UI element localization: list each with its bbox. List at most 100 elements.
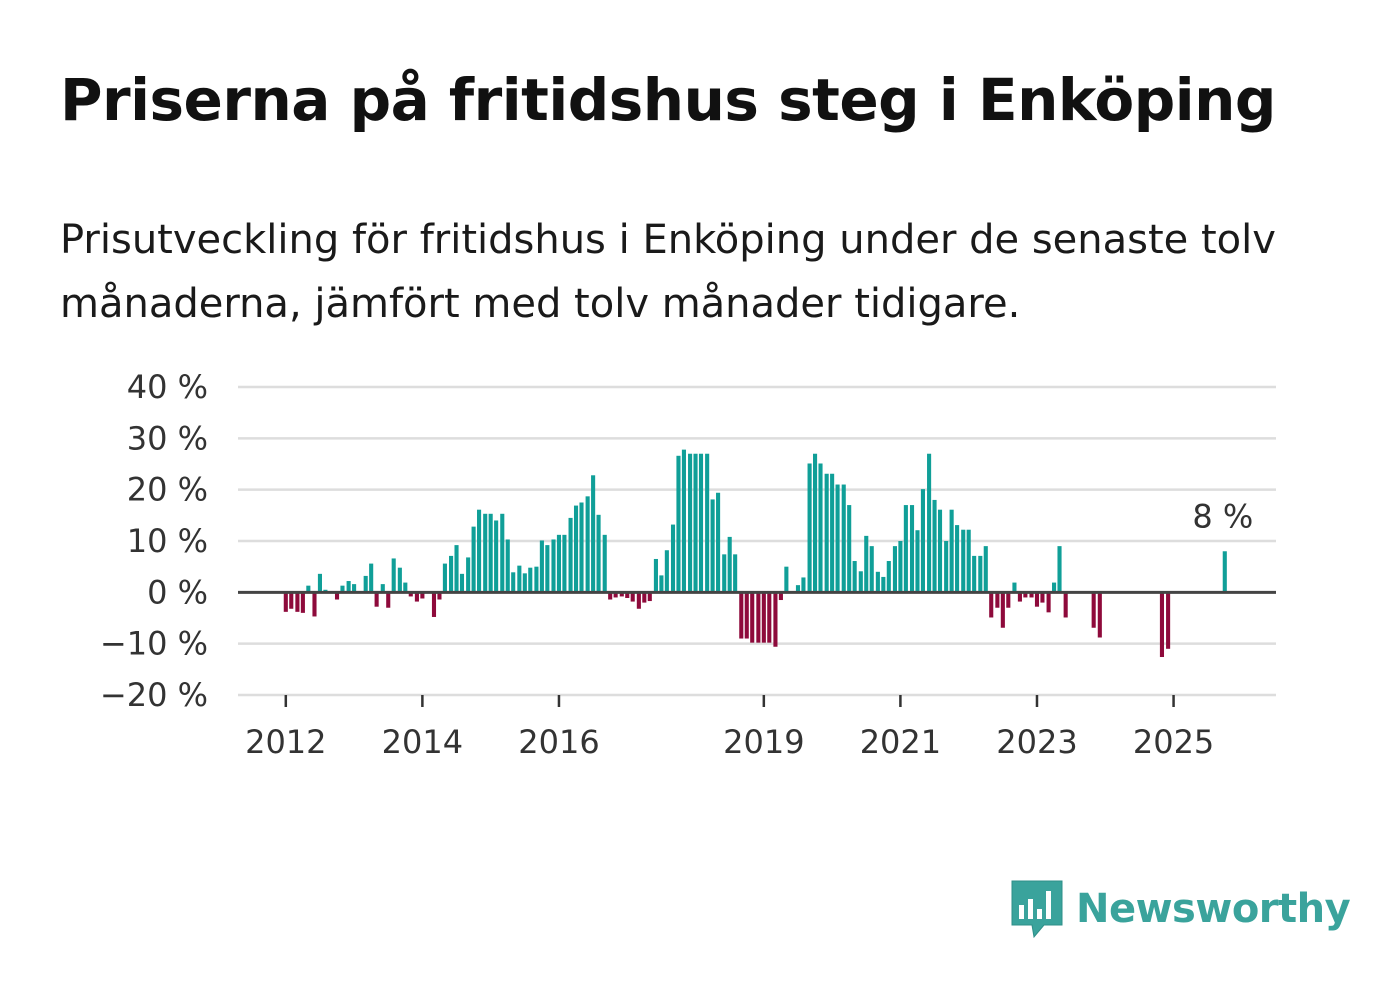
bar <box>346 581 351 593</box>
bar <box>511 572 516 593</box>
bar <box>573 505 579 593</box>
bar <box>505 539 510 593</box>
bar <box>369 563 374 593</box>
bar <box>670 524 676 593</box>
x-tick-label: 2023 <box>996 723 1077 761</box>
bar <box>739 592 744 639</box>
bar <box>841 484 846 593</box>
bar <box>556 534 562 593</box>
x-tick-label: 2019 <box>723 723 804 761</box>
bar <box>892 546 897 593</box>
x-tick-label: 2016 <box>518 723 599 761</box>
newsworthy-logo[interactable]: Newsworthy <box>1010 878 1351 940</box>
bar <box>522 573 527 593</box>
bar <box>966 529 971 593</box>
bar <box>306 585 311 593</box>
x-tick-label: 2025 <box>1133 723 1214 761</box>
bar <box>596 514 601 593</box>
bar <box>466 557 471 593</box>
bar <box>380 584 385 593</box>
bar <box>676 455 681 593</box>
bar <box>653 558 658 593</box>
y-tick-label: 30 % <box>127 419 208 457</box>
bar <box>784 566 789 593</box>
x-tick-label: 2014 <box>382 723 463 761</box>
bar <box>733 554 738 593</box>
bar <box>961 529 966 593</box>
bar <box>1222 551 1227 593</box>
bar <box>386 592 391 608</box>
bar <box>795 585 801 593</box>
bar <box>756 592 761 643</box>
bar <box>824 473 829 593</box>
bar <box>585 496 590 593</box>
bar <box>830 473 835 593</box>
latest-value-label: 8 % <box>1192 497 1253 535</box>
bar <box>636 592 641 609</box>
bar <box>1034 592 1040 607</box>
bar <box>778 592 783 601</box>
bar <box>545 545 550 593</box>
bar <box>312 592 317 617</box>
bar <box>688 453 693 593</box>
bar <box>500 513 505 593</box>
bar <box>813 453 818 593</box>
bar <box>334 592 340 600</box>
bar <box>920 489 925 593</box>
bar <box>568 517 573 593</box>
bar <box>927 453 932 593</box>
bar <box>978 555 983 593</box>
bar <box>807 463 812 593</box>
bar <box>744 592 749 639</box>
bar <box>767 592 772 643</box>
bar <box>1029 592 1034 598</box>
bar <box>449 555 454 593</box>
bar <box>727 536 732 593</box>
bar <box>972 555 977 593</box>
bar <box>420 592 425 599</box>
y-tick-label: 10 % <box>127 522 208 560</box>
bar <box>1097 592 1102 638</box>
bar <box>602 534 607 593</box>
bar <box>864 535 869 593</box>
bar <box>835 484 840 593</box>
bar <box>944 541 949 593</box>
bar <box>1040 592 1045 603</box>
bar <box>995 592 1000 608</box>
bar <box>454 545 459 593</box>
bar <box>681 449 686 593</box>
bar <box>374 592 379 607</box>
bar <box>608 592 613 600</box>
bar <box>659 575 664 593</box>
bar <box>579 502 584 593</box>
bar <box>909 505 915 593</box>
bar <box>397 567 402 593</box>
newsworthy-logo-icon <box>1011 880 1063 939</box>
bar <box>858 571 863 593</box>
bar <box>340 585 345 593</box>
bar <box>932 499 937 593</box>
bar <box>869 546 874 593</box>
bar <box>642 592 647 603</box>
bar <box>363 575 368 593</box>
x-axis: 2012 2014 2016 2019 2021 2023 2025 <box>245 695 1214 761</box>
bar <box>801 577 806 593</box>
y-tick-label: 40 % <box>127 368 208 406</box>
x-tick-label: 2012 <box>245 723 326 761</box>
bar <box>949 509 954 593</box>
bar <box>539 540 544 593</box>
bar <box>722 554 727 593</box>
bar <box>1046 592 1051 613</box>
bar <box>1063 592 1068 618</box>
bar <box>317 573 322 593</box>
bar <box>773 592 778 647</box>
bar <box>408 592 413 597</box>
bar <box>352 584 357 593</box>
chart-title: Priserna på fritidshus steg i Enköping <box>60 66 1276 134</box>
bar <box>289 592 294 609</box>
bar <box>300 592 305 613</box>
y-tick-label: 20 % <box>127 471 208 509</box>
bar <box>630 592 635 602</box>
bar <box>875 571 880 593</box>
bar <box>761 592 766 643</box>
